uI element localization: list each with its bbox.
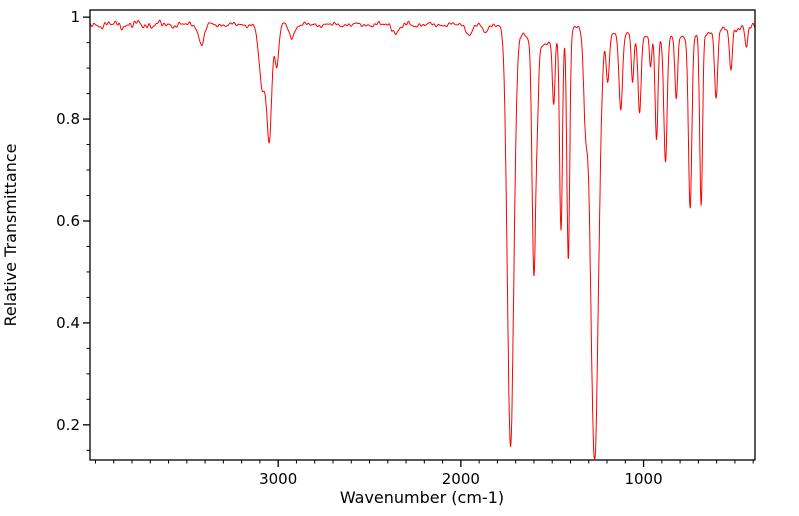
y-tick-label: 0.8: [56, 110, 80, 128]
plot-frame: [89, 9, 756, 461]
y-tick-label: 0.4: [56, 314, 80, 332]
x-tick-label: 3000: [259, 470, 297, 488]
y-tick-label: 0.6: [56, 212, 80, 230]
x-axis-label: Wavenumber (cm-1): [340, 488, 504, 507]
y-tick-label: 1: [70, 8, 80, 26]
spectrum-line: [89, 19, 756, 459]
x-tick-label: 2000: [442, 470, 480, 488]
x-tick-label: 1000: [624, 470, 662, 488]
y-tick-label: 0.2: [56, 416, 80, 434]
y-axis-label: Relative Transmittance: [1, 143, 20, 326]
